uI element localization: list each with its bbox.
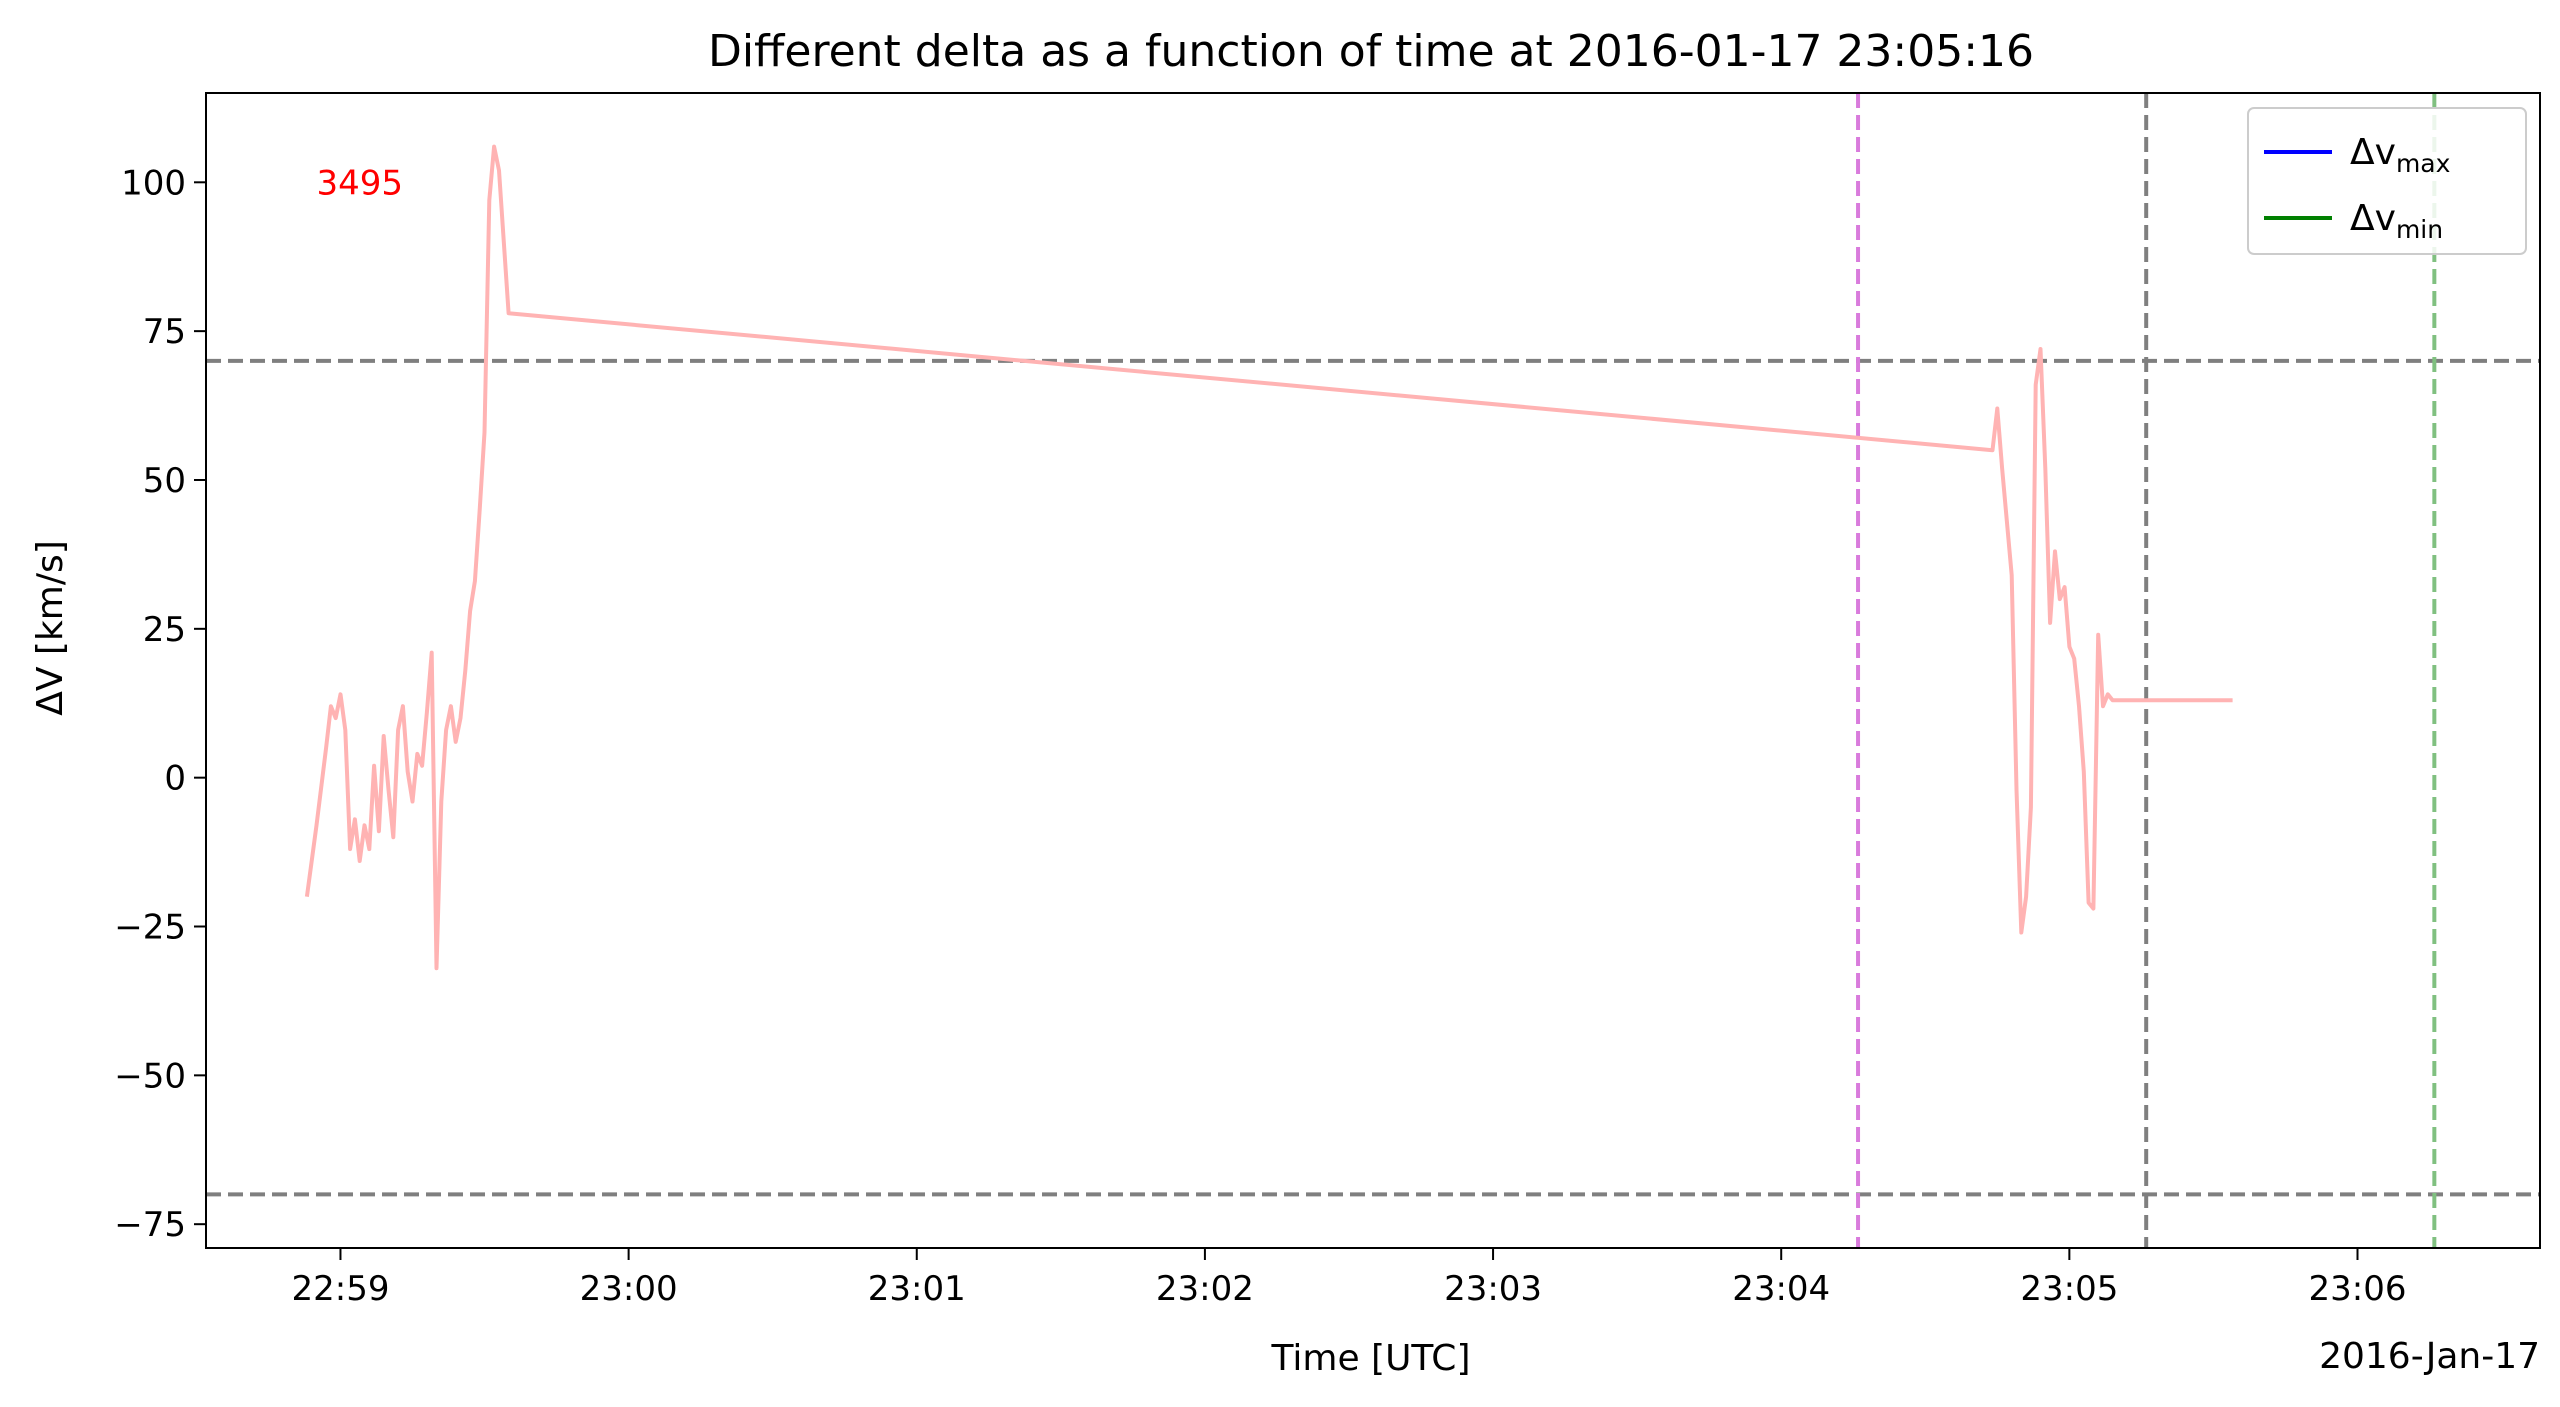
plot-area xyxy=(206,93,2540,1248)
legend-label-0: Δvmax xyxy=(2350,132,2450,178)
legend-label-base-0: Δv xyxy=(2350,132,2396,173)
x-axis-offset-label: 2016-Jan-17 xyxy=(2319,1336,2540,1377)
x-tick-label-0: 22:59 xyxy=(291,1269,389,1309)
series-line-0 xyxy=(304,144,2233,971)
y-tick-label-4: 0 xyxy=(164,759,186,799)
legend-label-base-1: Δv xyxy=(2350,198,2396,239)
legend-label-sub-0: max xyxy=(2396,149,2450,178)
y-tick-label-6: −50 xyxy=(114,1056,186,1096)
y-tick-label-0: 100 xyxy=(121,163,186,203)
y-tick-label-2: 50 xyxy=(143,461,186,501)
x-tick-label-5: 23:04 xyxy=(1732,1269,1830,1309)
x-axis-label: Time [UTC] xyxy=(1270,1338,1470,1379)
chart-title: Different delta as a function of time at… xyxy=(708,26,2034,77)
x-tick-label-4: 23:03 xyxy=(1444,1269,1542,1309)
axes-frame xyxy=(205,92,2541,1249)
axes: 22:59 23:00 23:01 23:02 23:03 23:04 23:05 23:06… xyxy=(114,92,2541,1309)
y-tick-label-5: −25 xyxy=(114,908,186,948)
x-tick-label-3: 23:02 xyxy=(1156,1269,1254,1309)
plot-content xyxy=(206,93,2540,1248)
x-tick-label-7: 23:06 xyxy=(2309,1269,2407,1309)
legend-label-sub-1: min xyxy=(2396,215,2443,244)
annotation-label: 3495 xyxy=(316,163,403,203)
legend-label-1: Δvmin xyxy=(2350,198,2443,244)
x-tick-label-1: 23:00 xyxy=(580,1269,678,1309)
x-tick-label-6: 23:05 xyxy=(2020,1269,2118,1309)
y-axis-label: ΔV [km/s] xyxy=(30,540,71,716)
y-tick-label-1: 75 xyxy=(143,312,186,352)
x-tick-label-2: 23:01 xyxy=(868,1269,966,1309)
y-tick-label-3: 25 xyxy=(143,610,186,650)
y-tick-label-7: −75 xyxy=(114,1205,186,1245)
